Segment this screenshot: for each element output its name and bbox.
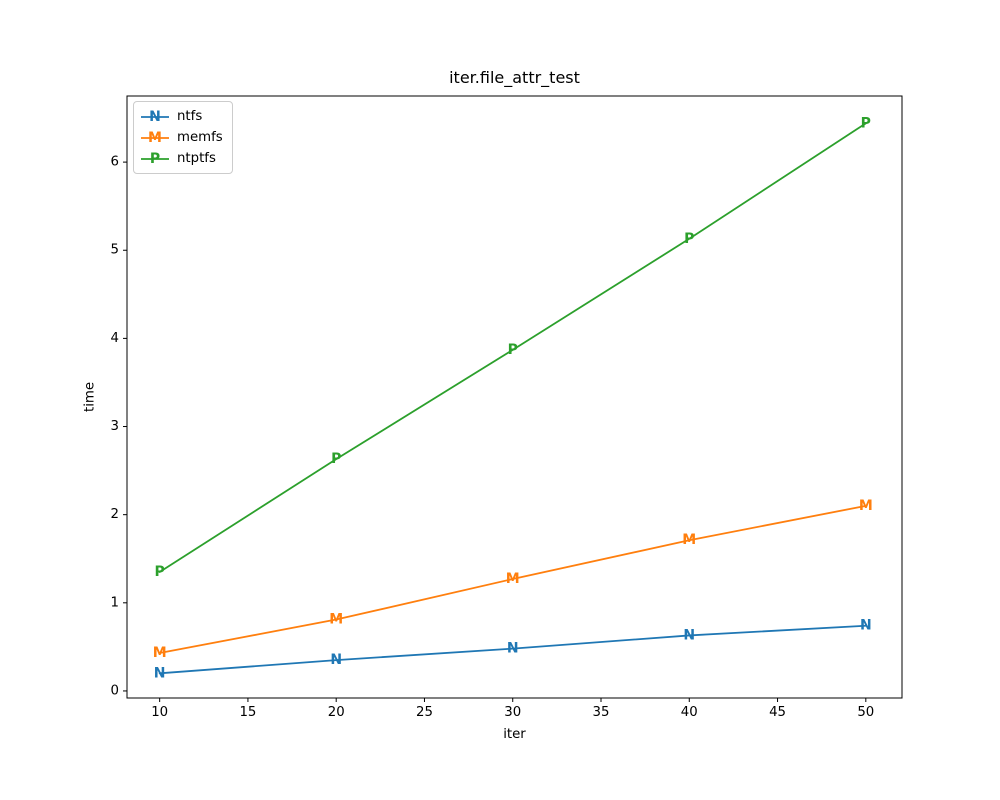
marker-N-ntfs: N	[507, 641, 519, 657]
legend-marker-N: N	[141, 109, 169, 125]
legend-marker-M: M	[141, 130, 169, 146]
y-tick-label: 1	[111, 595, 119, 610]
y-tick-label: 6	[111, 155, 119, 170]
x-tick-label: 45	[769, 705, 786, 720]
marker-N-ntfs: N	[860, 618, 872, 634]
marker-M-memfs: M	[682, 532, 696, 548]
legend-label-ntfs: ntfs	[177, 109, 203, 124]
y-axis-label: time	[82, 381, 98, 413]
legend-label-memfs: memfs	[177, 130, 223, 145]
marker-P-ntptfs: P	[684, 231, 694, 247]
marker-M-memfs: M	[859, 498, 873, 514]
series-line-ntptfs	[158, 122, 867, 573]
marker-M-memfs: M	[329, 612, 343, 628]
x-tick-label: 15	[239, 705, 256, 720]
y-tick-label: 2	[111, 507, 119, 522]
marker-P-ntptfs: P	[331, 451, 341, 467]
marker-M-memfs: M	[506, 571, 520, 587]
series-line-ntfs	[158, 624, 867, 675]
x-tick-label: 10	[151, 705, 168, 720]
legend-marker-P: P	[141, 151, 169, 167]
x-tick-label: 40	[681, 705, 698, 720]
x-tick-label: 20	[328, 705, 345, 720]
x-axis-label: iter	[503, 727, 526, 742]
y-tick-label: 0	[111, 683, 119, 698]
x-tick-label: 25	[416, 705, 433, 720]
y-tick-label: 5	[111, 243, 119, 258]
marker-P-ntptfs: P	[508, 342, 518, 358]
x-tick-label: 50	[857, 705, 874, 720]
y-tick-label: 4	[111, 331, 119, 346]
plot-frame	[126, 95, 903, 699]
svg-text:N: N	[149, 109, 161, 125]
chart-title: iter.file_attr_test	[449, 68, 580, 87]
marker-M-memfs: M	[153, 645, 167, 661]
x-tick-label: 35	[593, 705, 610, 720]
x-tick-label: 30	[504, 705, 521, 720]
svg-text:M: M	[148, 130, 162, 146]
marker-N-ntfs: N	[683, 627, 695, 643]
marker-N-ntfs: N	[330, 652, 342, 668]
svg-text:P: P	[150, 151, 160, 167]
legend-label-ntptfs: ntptfs	[177, 151, 216, 166]
marker-N-ntfs: N	[154, 665, 166, 681]
marker-P-ntptfs: P	[861, 115, 871, 131]
series-line-memfs	[158, 504, 867, 654]
y-tick-label: 3	[111, 419, 119, 434]
marker-P-ntptfs: P	[155, 564, 165, 580]
